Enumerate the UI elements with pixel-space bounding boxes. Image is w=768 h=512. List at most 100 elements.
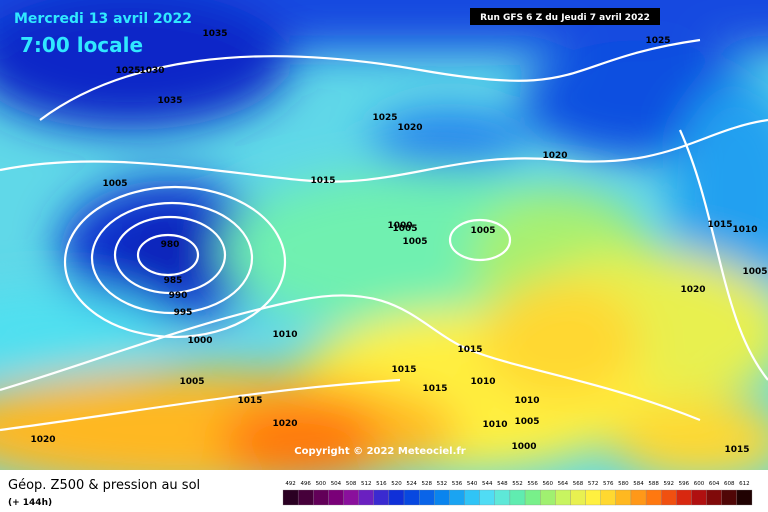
legend-level: 540 bbox=[467, 481, 478, 487]
legend-swatch bbox=[615, 489, 632, 506]
legend-level: 612 bbox=[739, 481, 750, 487]
legend-level: 608 bbox=[724, 481, 735, 487]
isobar-label: 1005 bbox=[742, 267, 767, 277]
run-info: Run GFS 6 Z du Jeudi 7 avril 2022 bbox=[480, 13, 650, 23]
isobar-label: 1005 bbox=[179, 377, 204, 387]
isobar-label: 1015 bbox=[724, 445, 749, 455]
run-box bbox=[470, 8, 660, 25]
legend-swatch bbox=[403, 489, 420, 506]
isobar-label: 1010 bbox=[482, 420, 507, 430]
legend-swatch bbox=[524, 489, 541, 506]
isobar-label: 1015 bbox=[310, 176, 335, 186]
legend-level: 604 bbox=[709, 481, 720, 487]
isobar-label: 1010 bbox=[514, 396, 539, 406]
isobar-label: 1035 bbox=[202, 29, 227, 39]
legend-level: 580 bbox=[618, 481, 629, 487]
legend-level: 528 bbox=[421, 481, 432, 487]
legend-swatch bbox=[540, 489, 556, 506]
footer-subtitle: (+ 144h) bbox=[8, 498, 52, 508]
legend-swatch bbox=[449, 489, 465, 506]
isobar-label: 1010 bbox=[470, 377, 495, 387]
legend-swatch bbox=[419, 489, 435, 506]
legend-swatch bbox=[721, 489, 738, 506]
legend-level: 576 bbox=[603, 481, 614, 487]
time: 7:00 locale bbox=[20, 33, 143, 57]
legend-level: 504 bbox=[331, 481, 342, 487]
isobar-label: 1010 bbox=[732, 225, 757, 235]
legend-level: 532 bbox=[437, 481, 448, 487]
isobar-label: 1020 bbox=[397, 123, 422, 133]
legend-level: 512 bbox=[361, 481, 372, 487]
legend-level: 568 bbox=[573, 481, 584, 487]
isobar-label: 1025 bbox=[115, 66, 140, 76]
legend-level: 584 bbox=[633, 481, 644, 487]
legend-level: 600 bbox=[694, 481, 705, 487]
legend-swatch bbox=[706, 489, 722, 506]
legend-swatch bbox=[313, 489, 329, 506]
isobar-label: 990 bbox=[169, 291, 188, 301]
isobar-label: 1015 bbox=[391, 365, 416, 375]
legend-level: 516 bbox=[376, 481, 387, 487]
isobar-label: 1005 bbox=[514, 417, 539, 427]
legend-swatch bbox=[494, 489, 511, 506]
legend-swatch bbox=[343, 489, 359, 506]
isobar-label: 1025 bbox=[645, 36, 670, 46]
legend-swatch bbox=[358, 489, 374, 506]
isobar-label: 1025 bbox=[372, 113, 397, 123]
isobar-label: 1015 bbox=[457, 345, 482, 355]
isobar-label: 1010 bbox=[272, 330, 297, 340]
isobar-label: 1005 bbox=[392, 224, 417, 234]
isobar-label: 1020 bbox=[542, 151, 567, 161]
isobar-label: 980 bbox=[161, 240, 180, 250]
legend-swatch bbox=[661, 489, 677, 506]
isobar-label: 1035 bbox=[157, 96, 182, 106]
legend-level: 508 bbox=[346, 481, 357, 487]
isobar-label: 1020 bbox=[30, 435, 55, 445]
legend-level: 544 bbox=[482, 481, 493, 487]
legend-level: 556 bbox=[527, 481, 538, 487]
legend-level: 492 bbox=[285, 481, 296, 487]
legend-level: 572 bbox=[588, 481, 599, 487]
isobar-label: 995 bbox=[174, 308, 193, 318]
legend-swatch bbox=[585, 489, 601, 506]
legend-level: 588 bbox=[648, 481, 659, 487]
isobar-label: 1020 bbox=[680, 285, 705, 295]
legend-swatch bbox=[373, 489, 390, 506]
isobar-label: 1030 bbox=[139, 66, 164, 76]
legend-swatch bbox=[388, 489, 405, 506]
isobar-label: 1005 bbox=[102, 179, 127, 189]
date: Mercredi 13 avril 2022 bbox=[14, 11, 192, 27]
copyright: Copyright © 2022 Meteociel.fr bbox=[294, 446, 465, 457]
legend-level: 596 bbox=[679, 481, 690, 487]
isobar-label: 1005 bbox=[470, 226, 495, 236]
legend-swatch bbox=[630, 489, 647, 506]
legend-swatch bbox=[570, 489, 586, 506]
legend-swatch bbox=[464, 489, 480, 506]
isobars bbox=[0, 38, 768, 432]
legend-level: 560 bbox=[543, 481, 554, 487]
footer-title: Géop. Z500 & pression au sol bbox=[8, 478, 200, 493]
isobar-label: 1020 bbox=[272, 419, 297, 429]
legend-level: 500 bbox=[316, 481, 327, 487]
legend-level: 552 bbox=[512, 481, 523, 487]
legend-level: 592 bbox=[664, 481, 675, 487]
legend-level: 564 bbox=[558, 481, 569, 487]
legend-level: 536 bbox=[452, 481, 463, 487]
legend-swatch bbox=[736, 489, 753, 506]
isobar-label: 1015 bbox=[237, 396, 262, 406]
legend-level: 520 bbox=[391, 481, 402, 487]
legend-swatch bbox=[479, 489, 495, 506]
isobar-label: 1000 bbox=[187, 336, 212, 346]
legend-swatch bbox=[676, 489, 692, 506]
legend-level: 524 bbox=[406, 481, 417, 487]
legend-swatch bbox=[297, 489, 314, 506]
legend-swatch bbox=[282, 489, 299, 506]
legend-swatch bbox=[691, 489, 707, 506]
legend-level: 548 bbox=[497, 481, 508, 487]
legend-swatch bbox=[509, 489, 526, 506]
legend-swatch bbox=[555, 489, 571, 506]
isobar-label: 1015 bbox=[707, 220, 732, 230]
legend-swatch bbox=[600, 489, 616, 506]
